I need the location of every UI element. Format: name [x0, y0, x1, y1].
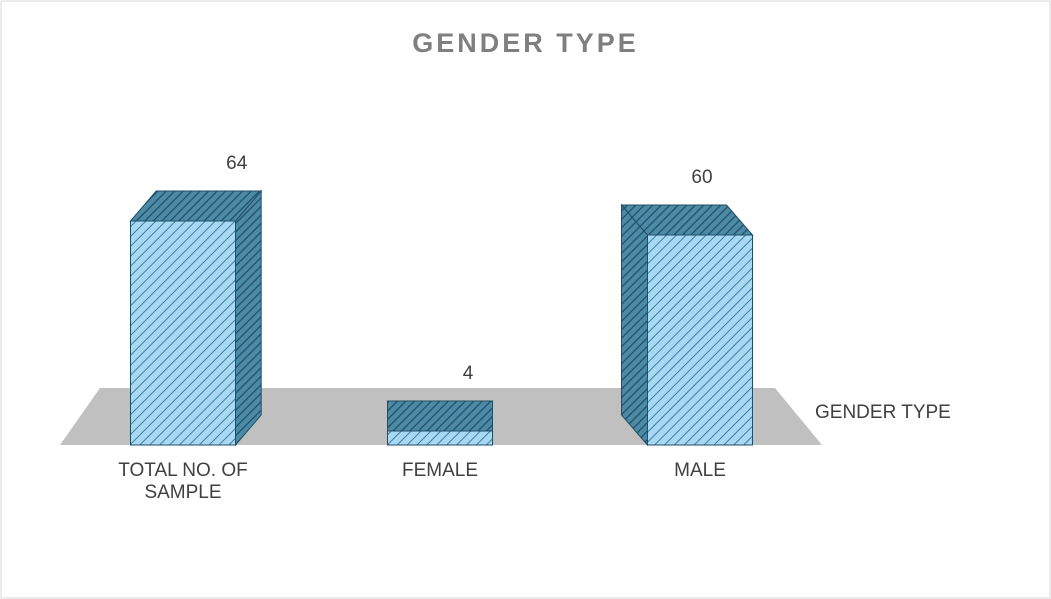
bar-top — [387, 400, 493, 432]
bar — [129, 189, 263, 447]
bar — [620, 203, 754, 447]
bar-top — [129, 190, 263, 222]
bar-side — [235, 189, 262, 447]
bar-front — [387, 430, 493, 446]
data-label: 64 — [226, 153, 248, 174]
x-tick-label: TOTAL NO. OF SAMPLE — [118, 460, 248, 503]
chart-title: GENDER TYPE — [412, 28, 639, 58]
data-label: 4 — [463, 363, 474, 384]
x-tick-label: FEMALE — [401, 460, 479, 481]
series-label: GENDER TYPE — [815, 402, 951, 423]
bar-top — [620, 204, 754, 236]
bar-front — [130, 220, 236, 446]
bar — [387, 400, 493, 446]
data-label: 60 — [691, 167, 712, 188]
x-tick-label: MALE — [674, 460, 726, 481]
bar-side — [621, 203, 648, 447]
bar-front — [647, 234, 753, 446]
